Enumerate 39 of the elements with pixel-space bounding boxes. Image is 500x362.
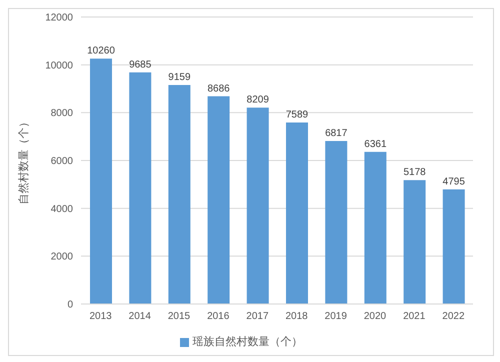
y-axis-title: 自然村数量（个）	[16, 116, 30, 204]
y-tick-label: 0	[67, 300, 74, 311]
y-tick-label: 8000	[50, 108, 74, 120]
x-tick-label: 2018	[285, 311, 308, 322]
bar	[90, 58, 112, 304]
data-label: 5178	[403, 167, 426, 178]
data-label: 8209	[246, 94, 270, 106]
data-label: 7589	[286, 109, 309, 120]
x-tick-label: 2019	[324, 311, 348, 322]
bar	[208, 96, 230, 304]
y-tick-label: 6000	[50, 156, 74, 168]
bar	[442, 189, 465, 304]
bar	[246, 108, 269, 304]
bar	[168, 84, 190, 304]
data-label: 9159	[168, 72, 191, 83]
x-tick-label: 2022	[442, 311, 465, 322]
bar	[325, 140, 348, 304]
legend-label: 瑶族自然村数量（个）	[192, 336, 302, 348]
bar	[129, 72, 152, 304]
data-label: 6817	[325, 128, 348, 139]
x-tick-label: 2013	[89, 311, 112, 322]
bar	[364, 152, 386, 304]
x-tick-label: 2015	[168, 311, 191, 322]
y-tick-label: 12000	[45, 12, 74, 24]
x-tick-label: 2020	[364, 311, 387, 322]
x-tick-label: 2021	[403, 311, 426, 322]
x-tick-label: 2017	[246, 311, 269, 322]
x-tick-label: 2014	[128, 311, 152, 322]
y-tick-label: 4000	[50, 204, 74, 215]
x-tick-label: 2016	[207, 311, 230, 322]
y-tick-label: 10000	[45, 60, 74, 72]
data-label: 10260	[87, 46, 116, 57]
data-label: 9685	[129, 59, 152, 70]
data-label: 8686	[207, 83, 230, 94]
data-label: 6361	[364, 138, 387, 150]
bar	[286, 122, 308, 304]
data-label: 4795	[442, 176, 466, 188]
bar	[404, 180, 426, 304]
y-tick-label: 2000	[50, 252, 74, 263]
